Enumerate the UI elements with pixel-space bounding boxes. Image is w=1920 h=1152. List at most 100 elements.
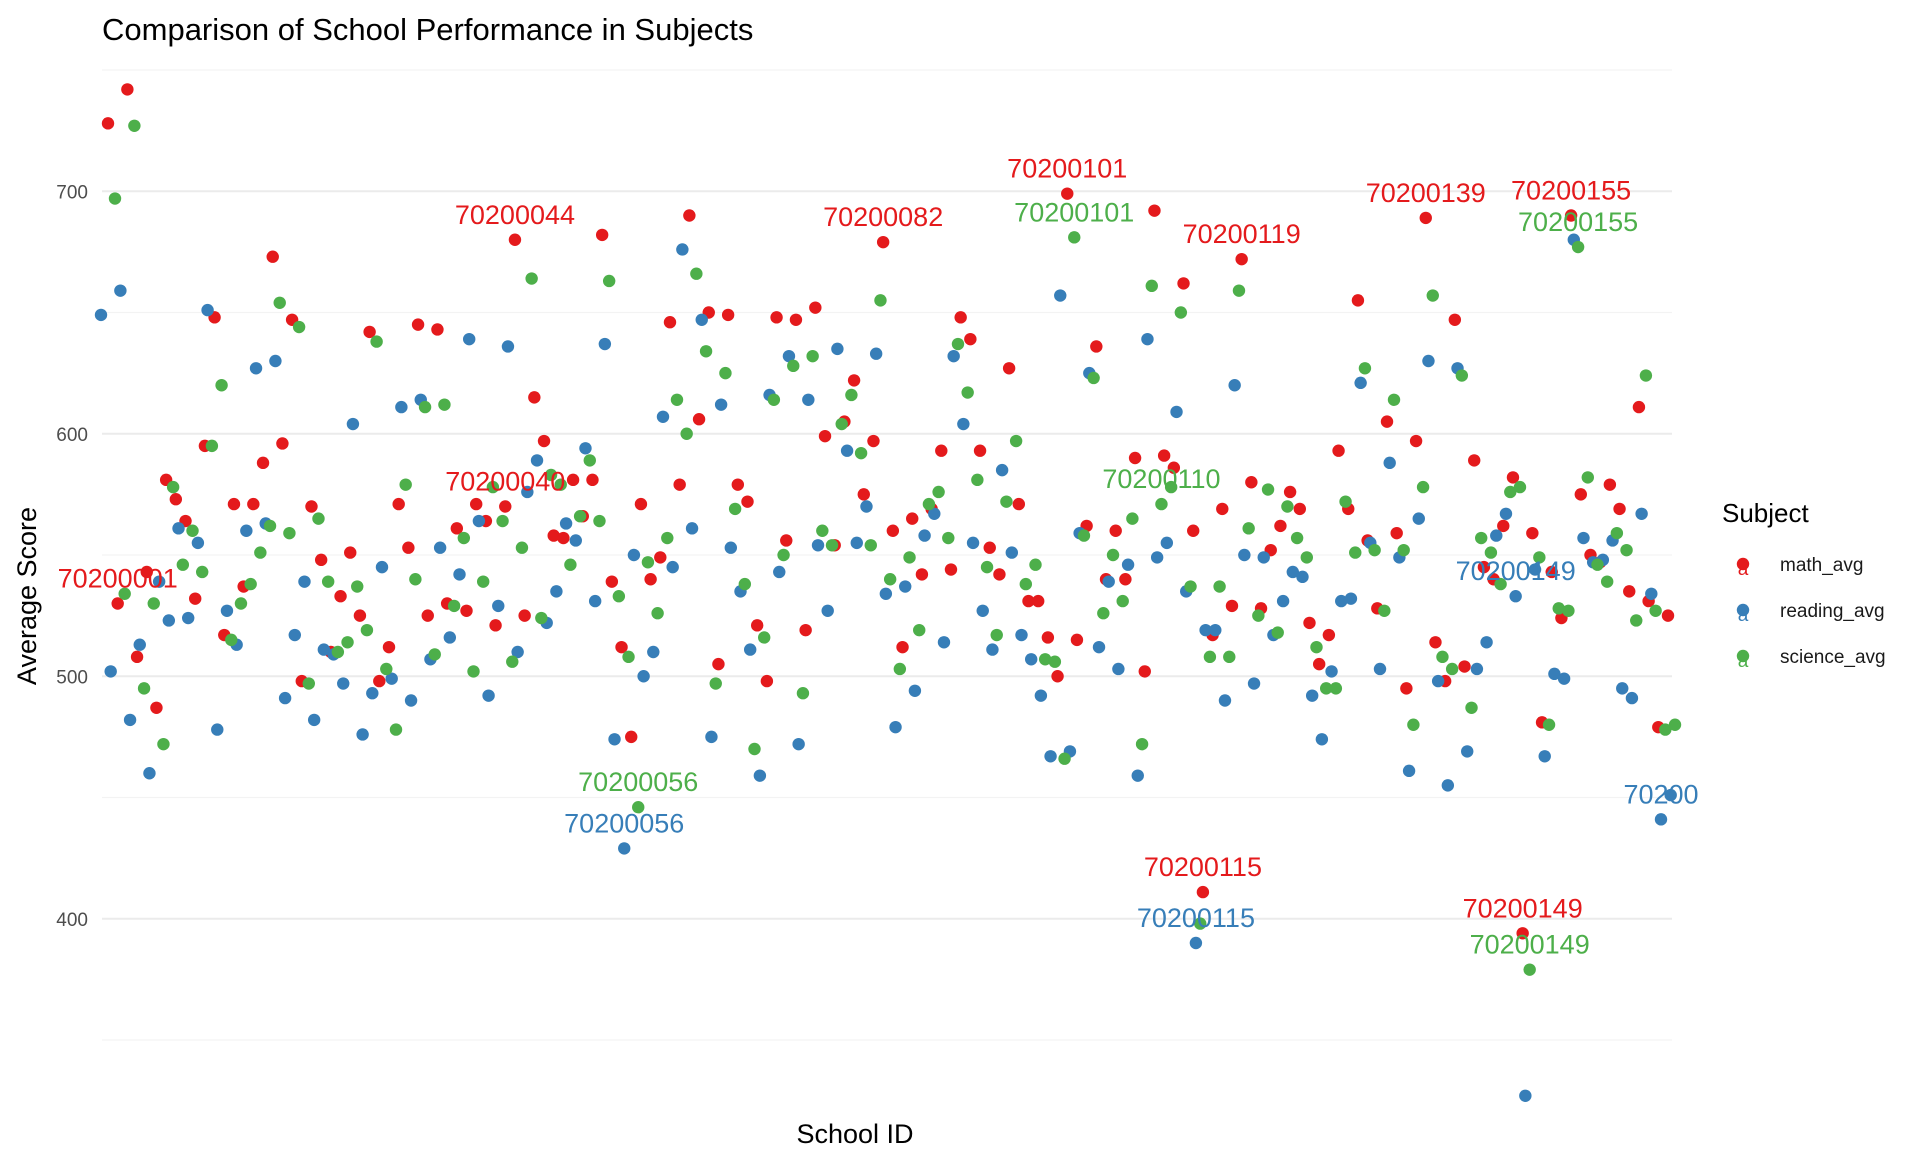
science_avg-point-2 (128, 119, 141, 132)
math_avg-point-88 (954, 311, 967, 324)
math_avg-point-74 (818, 429, 832, 443)
science_avg-point-23 (331, 645, 345, 659)
science_avg-point-15 (254, 546, 267, 559)
reading_avg-point-111 (1170, 405, 1183, 419)
reading_avg-point-41 (492, 599, 505, 613)
reading_avg-point-77 (840, 444, 854, 457)
math_avg-point-15 (247, 497, 260, 511)
science_avg-point-153 (1591, 558, 1604, 571)
math_avg-point-71 (789, 313, 803, 326)
reading_avg-point-130 (1354, 376, 1367, 390)
science_avg-point-123 (1300, 551, 1314, 564)
reading_avg-point-38 (462, 332, 476, 346)
math_avg-point-27 (363, 325, 376, 339)
science_avg-label-70200155: 70200155 (1518, 207, 1638, 237)
reading_avg-point-64 (714, 398, 728, 411)
reading_avg-point-135 (1402, 764, 1416, 778)
math_avg-point-93 (1002, 362, 1016, 375)
science_avg-point-40 (496, 514, 509, 528)
reading_avg-point-106 (1121, 558, 1135, 571)
science_avg-point-122 (1290, 531, 1304, 545)
science_avg-point-99 (1068, 231, 1081, 244)
reading_avg-point-61 (685, 522, 699, 535)
math_avg-point-124 (1303, 616, 1316, 630)
science_avg-point-121 (1281, 500, 1294, 513)
science_avg-point-51 (602, 274, 616, 288)
math_avg-label-70200149: 70200149 (1463, 893, 1583, 923)
math_avg-point-127 (1332, 444, 1345, 457)
science_avg-point-96 (1038, 653, 1052, 666)
reading_avg-point-58 (656, 410, 670, 423)
math_avg-point-115 (1216, 502, 1229, 516)
math_avg-point-133 (1390, 526, 1403, 540)
math_avg-point-16 (256, 456, 270, 470)
science_avg-point-58 (670, 393, 684, 406)
reading_avg-point-13 (220, 604, 234, 617)
science_avg-point-154 (1600, 575, 1614, 588)
math_avg-point-125 (1312, 657, 1326, 671)
science_avg-point-7 (176, 558, 190, 571)
science_avg-point-104 (1116, 594, 1129, 608)
reading_avg-label-70200149: 70200149 (1456, 556, 1576, 586)
math_avg-point-24 (334, 590, 347, 603)
math_avg-point-111 (1177, 277, 1190, 290)
reading_avg-point-2 (114, 284, 127, 297)
x-axis-title: School ID (796, 1119, 913, 1149)
science_avg-point-97 (1048, 655, 1062, 668)
science_avg-point-85 (932, 485, 945, 499)
math_avg-point-69 (770, 311, 783, 324)
reading_avg-point-161 (1654, 813, 1668, 826)
math_avg-point-22 (314, 553, 328, 567)
reading_avg-point-138 (1431, 674, 1445, 688)
science_avg-point-91 (990, 628, 1003, 642)
science_avg-point-147 (1533, 551, 1546, 564)
science_avg-point-67 (757, 631, 771, 644)
reading_avg-point-49 (569, 534, 582, 547)
legend-key-math_avg (1736, 557, 1750, 571)
math_avg-label-70200155: 70200155 (1511, 176, 1631, 206)
science_avg-point-3 (137, 682, 151, 695)
reading_avg-point-47 (550, 585, 563, 598)
science_avg-point-55 (641, 556, 655, 569)
science_avg-point-66 (748, 742, 761, 756)
math_avg-point-17 (266, 250, 279, 263)
science_avg-point-125 (1319, 682, 1333, 695)
math_avg-point-45 (537, 434, 551, 448)
reading_avg-label-70200115: 70200115 (1137, 903, 1255, 933)
reading_avg-point-52 (598, 337, 612, 351)
reading_avg-point-44 (521, 485, 534, 499)
reading_avg-point-93 (995, 463, 1009, 477)
reading_avg-point-153 (1577, 531, 1590, 545)
math_avg-point-67 (750, 619, 764, 632)
reading_avg-point-142 (1470, 662, 1484, 676)
math_avg-point-98 (1051, 670, 1064, 683)
y-axis-ticks: 400 500 600 700 (56, 182, 88, 931)
reading_avg-point-36 (443, 631, 457, 644)
math_avg-point-41 (499, 500, 512, 513)
science_avg-point-43 (525, 272, 538, 285)
math_avg-point-116 (1225, 599, 1239, 613)
math_avg-point-140 (1458, 660, 1471, 673)
reading_avg-point-10 (191, 536, 205, 550)
reading_avg-point-150 (1548, 667, 1561, 681)
math_avg-point-21 (305, 500, 318, 513)
reading_avg-point-124 (1296, 570, 1309, 584)
reading_avg-point-105 (1112, 662, 1125, 676)
math_avg-point-70 (780, 534, 793, 547)
science_avg-point-89 (971, 473, 984, 487)
math_avg-point-112 (1187, 524, 1200, 537)
math_avg-point-31 (402, 541, 415, 554)
math_avg-point-144 (1497, 519, 1510, 533)
math_avg-point-146 (1516, 927, 1529, 940)
reading_avg-point-137 (1422, 354, 1435, 368)
science_avg-point-1 (118, 587, 131, 600)
science_avg-point-143 (1494, 577, 1507, 591)
science_avg-point-31 (409, 573, 422, 586)
reading_avg-point-96 (1024, 653, 1038, 666)
y-tick-label-500: 500 (56, 667, 88, 688)
math_avg-point-9 (189, 592, 202, 605)
math_avg-point-113 (1196, 885, 1210, 899)
reading_avg-point-48 (559, 517, 573, 530)
science_avg-point-63 (719, 366, 732, 380)
science_avg-point-149 (1552, 602, 1565, 615)
